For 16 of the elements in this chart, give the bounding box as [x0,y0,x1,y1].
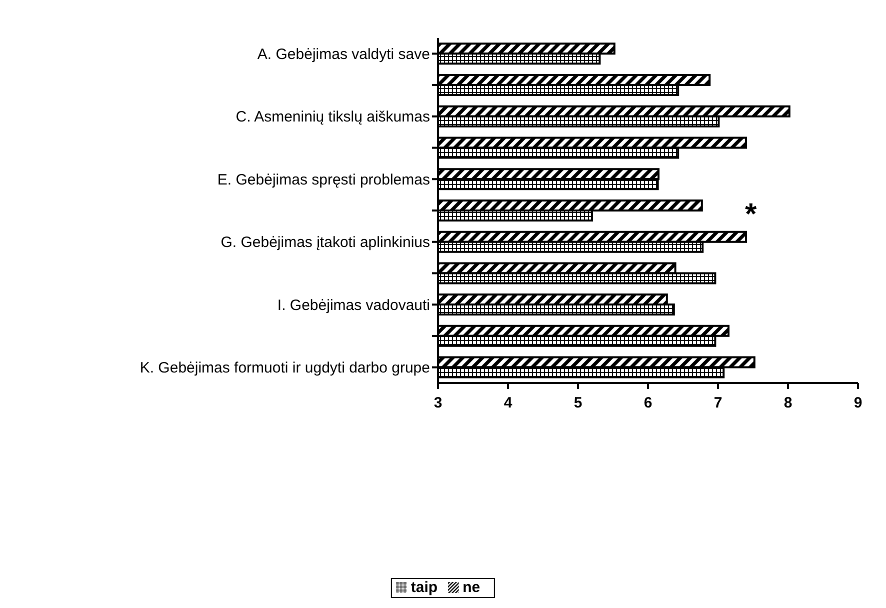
y-tick-label: I. Gebėjimas vadovauti [277,296,430,314]
x-tick-label: 9 [854,394,862,412]
y-tick-label: G. Gebėjimas įtakoti aplinkinius [220,234,430,252]
x-tick-label: 8 [784,394,792,412]
y-tick-label: A. Gebėjimas valdyti save [257,46,430,64]
y-tick-label: K. Gebėjimas formuoti ir ugdyti darbo grupe [140,360,430,377]
x-tick-label: 5 [574,394,582,412]
annotation: * [745,198,757,231]
y-tick-label: C. Asmeninių tikslų aiškumas [236,108,430,126]
legend-label: taip [410,579,438,596]
x-tick-label: 3 [434,394,442,412]
y-tick-label: E. Gebėjimas spręsti problemas [217,171,430,188]
legend-label: ne [462,579,480,596]
x-tick-label: 7 [714,394,722,412]
x-tick-label: 6 [644,394,652,412]
x-tick-label: 4 [504,394,513,412]
